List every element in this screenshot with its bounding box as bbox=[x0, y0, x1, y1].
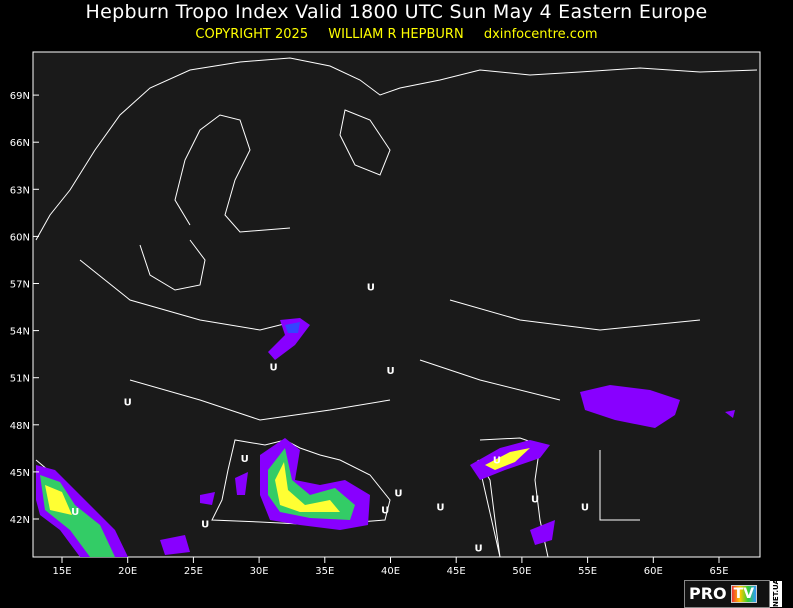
map-title: Hepburn Tropo Index Valid 1800 UTC Sun M… bbox=[85, 1, 708, 23]
upper-low-marker: U bbox=[394, 488, 402, 499]
upper-low-marker: U bbox=[124, 397, 132, 408]
shade-black-sea-yellow bbox=[275, 462, 340, 512]
lat-label: 66N bbox=[10, 138, 30, 149]
upper-low-marker: U bbox=[531, 495, 539, 506]
upper-low-marker: U bbox=[269, 363, 277, 374]
lon-label: 15E bbox=[52, 566, 71, 577]
shade-russia-west-core bbox=[285, 322, 300, 333]
copyright: COPYRIGHT 2025 bbox=[195, 27, 309, 42]
lon-label: 40E bbox=[381, 566, 400, 577]
upper-low-marker: U bbox=[581, 502, 589, 513]
lat-label: 48N bbox=[10, 421, 30, 432]
logo-net: NET.UA bbox=[770, 581, 782, 607]
shade-adriatic-yellow bbox=[45, 485, 72, 515]
lon-label: 55E bbox=[578, 566, 597, 577]
longitude-axis: 15E 20E 25E 30E 35E 40E 45E 50E 55E 60E 65E bbox=[52, 557, 729, 577]
lon-label: 35E bbox=[315, 566, 334, 577]
upper-low-marker: U bbox=[241, 454, 249, 465]
tropo-index-shading bbox=[36, 318, 735, 557]
lat-label: 60N bbox=[10, 232, 30, 243]
lat-label: 54N bbox=[10, 327, 30, 338]
logo-pro: PRO bbox=[689, 584, 727, 603]
lat-label: 45N bbox=[10, 468, 30, 479]
author: WILLIAM R HEPBURN bbox=[328, 27, 464, 42]
lon-label: 50E bbox=[512, 566, 531, 577]
lat-label: 51N bbox=[10, 374, 30, 385]
upper-low-marker: U bbox=[381, 506, 389, 517]
lon-label: 65E bbox=[709, 566, 728, 577]
latitude-axis: 69N 66N 63N 60N 57N 54N 51N 48N 45N 42N bbox=[10, 91, 39, 526]
lon-label: 25E bbox=[184, 566, 203, 577]
shade-kazakhstan bbox=[580, 385, 680, 428]
lon-label: 20E bbox=[118, 566, 137, 577]
map-frame bbox=[32, 51, 761, 558]
lat-label: 69N bbox=[10, 91, 30, 102]
lon-label: 60E bbox=[644, 566, 663, 577]
logo-tv: TV bbox=[730, 585, 758, 603]
upper-low-marker: U bbox=[436, 502, 444, 513]
upper-low-marker: U bbox=[386, 366, 394, 377]
lat-label: 42N bbox=[10, 515, 30, 526]
shade-russia-west bbox=[268, 318, 310, 360]
lat-label: 57N bbox=[10, 280, 30, 291]
lon-label: 30E bbox=[250, 566, 269, 577]
website: dxinfocentre.com bbox=[483, 27, 598, 42]
protv-logo: PRO TV NET.UA bbox=[684, 580, 782, 608]
upper-low-marker: U bbox=[201, 520, 209, 531]
upper-low-marker: U bbox=[493, 455, 501, 466]
lon-label: 45E bbox=[447, 566, 466, 577]
upper-low-marker: U bbox=[474, 543, 482, 554]
shade-caspian-yellow bbox=[485, 448, 530, 470]
upper-low-marker: U bbox=[367, 283, 375, 294]
copyright-line: COPYRIGHT 2025 WILLIAM R HEPBURN dxinfoc… bbox=[0, 27, 793, 43]
upper-low-marker: U bbox=[71, 507, 79, 518]
lat-label: 63N bbox=[10, 185, 30, 196]
